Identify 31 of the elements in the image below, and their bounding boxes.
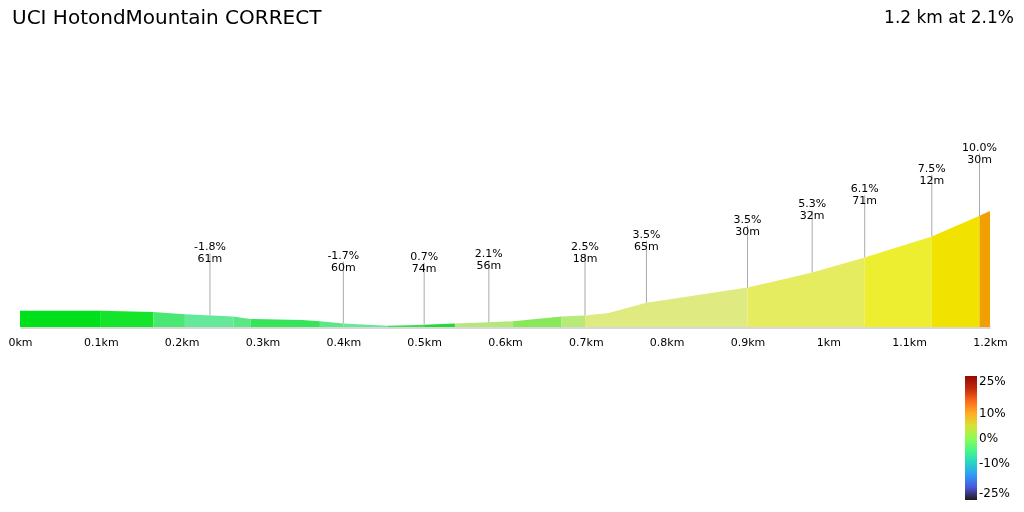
color-bar-label: -25%: [979, 486, 1011, 500]
x-tick-label: 0.4km: [326, 335, 362, 349]
annotation: 2.5% 18m: [571, 240, 599, 266]
chart-subtitle: 1.2 km at 2.1%: [884, 7, 1014, 27]
x-tick-label: 1.1km: [892, 335, 927, 349]
x-tick-label: 0.6km: [488, 335, 523, 349]
color-bar-label: -10%: [979, 455, 1011, 470]
chart-title: UCI HotondMountain CORRECT: [12, 5, 323, 29]
color-bar-label: 10%: [979, 406, 1006, 421]
color-bar-label: 25%: [979, 374, 1006, 388]
annotation: 6.1% 71m: [850, 182, 879, 208]
x-tick-label: 0.5km: [407, 335, 442, 349]
x-tick-label: 1km: [816, 335, 841, 349]
x-tick-label: 0.2km: [164, 335, 200, 349]
x-tick-label: 1.2km: [973, 335, 1008, 349]
annotation: -1.8% 61m: [194, 240, 226, 266]
color-bar-label: 0%: [979, 431, 999, 445]
annotation: 10.0% 30m: [962, 140, 997, 166]
annotation: 7.5% 12m: [917, 161, 946, 187]
x-tick-label: 0.3km: [245, 335, 281, 349]
x-tick-label: 0.9km: [730, 335, 766, 349]
annotation: 3.5% 65m: [632, 227, 661, 253]
x-tick-label: 0.8km: [649, 335, 685, 349]
x-tick-label: 0.1km: [84, 335, 119, 349]
annotation: -1.7% 60m: [327, 248, 360, 274]
x-tick-label: 0.7km: [569, 335, 604, 349]
annotation: 2.1% 56m: [474, 247, 503, 273]
annotation: 3.5% 30m: [733, 212, 762, 238]
annotation: 0.7% 74m: [410, 249, 439, 275]
x-tick-label: 0km: [8, 335, 33, 349]
annotation: 5.3% 32m: [798, 197, 827, 223]
